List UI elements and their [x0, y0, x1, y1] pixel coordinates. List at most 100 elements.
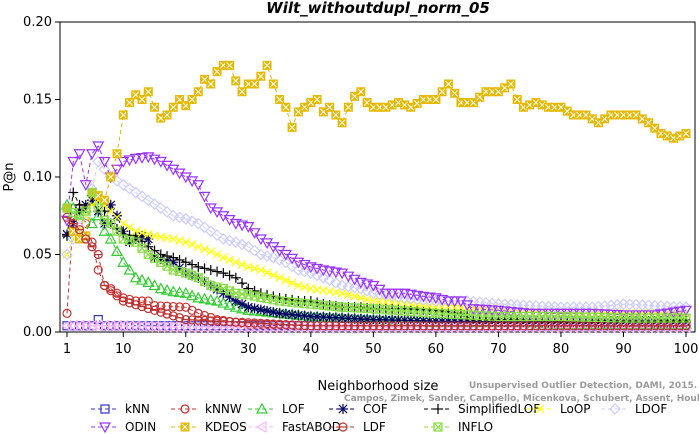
data-point: [104, 232, 117, 244]
series-line-fastabod: [67, 325, 686, 328]
data-point: [192, 180, 205, 191]
data-point: [117, 256, 130, 267]
data-point: [318, 107, 328, 117]
data-point: [242, 222, 255, 233]
data-point: [356, 293, 366, 303]
data-point: [287, 122, 297, 132]
legend-marker-loop: [535, 404, 545, 414]
data-point: [198, 221, 211, 234]
data-point: [199, 310, 210, 321]
legend-marker-simplifiedlof: [433, 404, 443, 414]
data-point: [243, 283, 254, 294]
legend-label: LDF: [363, 420, 386, 434]
data-point: [200, 74, 210, 84]
data-point: [211, 294, 224, 306]
y-tick-label: 0.15: [23, 93, 52, 108]
data-point: [98, 156, 111, 168]
series-ldf: [62, 212, 691, 331]
data-point: [175, 236, 184, 245]
data-point: [73, 319, 85, 332]
data-point: [62, 212, 72, 222]
data-point: [229, 236, 242, 248]
data-point: [431, 95, 441, 104]
data-point: [192, 321, 203, 334]
data-point: [223, 234, 236, 247]
data-point: [681, 313, 691, 323]
data-point: [473, 304, 486, 316]
data-point: [367, 280, 380, 292]
legend: kNN kNNW LOF COF SimplifiedLOF LoOP LDOF ODIN KD…: [91, 402, 667, 434]
data-point: [67, 156, 80, 168]
data-point: [317, 271, 330, 284]
legend-marker-kdeos: [180, 422, 190, 432]
data-point: [512, 95, 522, 104]
legend-marker-inflo: [433, 422, 443, 432]
data-point: [235, 321, 247, 334]
legend-item-knnw: kNNW: [171, 402, 242, 416]
data-point: [148, 320, 160, 333]
y-tick-label: 0.10: [23, 170, 52, 185]
data-point: [273, 254, 286, 266]
data-point: [300, 282, 310, 292]
legend-marker-ldf: [338, 422, 348, 432]
data-point: [256, 71, 266, 81]
data-point: [673, 306, 686, 318]
data-point: [198, 292, 211, 304]
data-point: [92, 141, 105, 153]
data-point: [229, 321, 241, 334]
data-point: [104, 319, 116, 332]
data-point: [217, 211, 230, 222]
data-point: [93, 203, 103, 213]
data-point: [142, 276, 155, 287]
data-point: [218, 268, 229, 279]
data-point: [680, 301, 692, 314]
data-point: [123, 155, 136, 167]
data-point: [262, 268, 272, 278]
data-point: [223, 215, 236, 226]
data-point: [486, 305, 499, 317]
data-point: [268, 270, 278, 280]
data-point: [250, 264, 260, 273]
data-point: [61, 248, 73, 261]
data-point: [449, 307, 460, 318]
series-line-inflo: [66, 191, 686, 319]
data-point: [225, 60, 235, 70]
series-line-kdeos: [66, 64, 687, 240]
data-point: [117, 156, 130, 168]
data-point: [386, 288, 399, 300]
series-layer: [60, 60, 693, 334]
data-point: [667, 307, 680, 319]
credit-line-1: Unsupervised Outlier Detection, DAMI, 20…: [469, 381, 697, 391]
data-point: [123, 263, 136, 275]
data-point: [129, 153, 142, 165]
data-point: [293, 107, 303, 117]
data-point: [98, 163, 111, 176]
data-point: [62, 308, 72, 318]
data-point: [231, 76, 241, 86]
legend-label: LOF: [282, 402, 305, 416]
data-point: [137, 95, 147, 104]
data-point: [131, 237, 141, 247]
data-point: [125, 222, 134, 232]
data-point: [179, 172, 192, 184]
data-point: [85, 149, 99, 160]
legend-item-ldf: LDF: [329, 420, 386, 434]
legend-item-odin: ODIN: [91, 420, 156, 434]
x-axis-label: Neighborhood size: [318, 379, 439, 394]
data-point: [330, 277, 342, 289]
data-point: [681, 129, 691, 139]
data-point: [167, 164, 180, 176]
data-point: [237, 87, 247, 97]
data-point: [343, 102, 353, 112]
data-point: [161, 160, 174, 172]
legend-marker-fastabod: [255, 420, 267, 434]
data-point: [136, 153, 149, 164]
data-point: [198, 191, 211, 203]
legend-label: SimplifiedLOF: [458, 402, 540, 416]
data-point: [193, 308, 203, 318]
data-point: [243, 262, 253, 272]
data-point: [106, 286, 116, 296]
data-point: [149, 301, 160, 311]
data-point: [248, 228, 261, 240]
data-point: [112, 226, 122, 236]
